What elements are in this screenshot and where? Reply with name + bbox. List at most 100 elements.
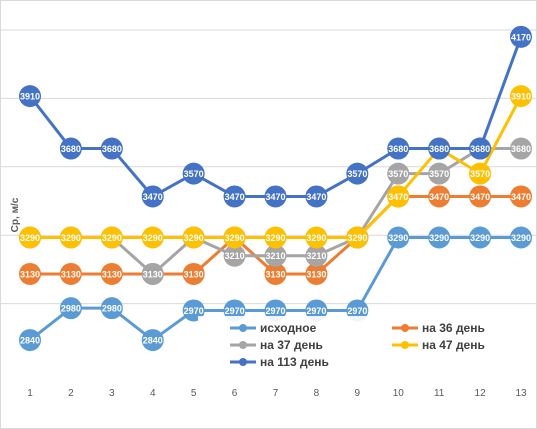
- data-point: [59, 297, 82, 320]
- x-tick-label: 6: [232, 388, 238, 399]
- data-label: 3290: [20, 233, 40, 243]
- data-point: [346, 299, 369, 322]
- data-label: 3470: [388, 192, 408, 202]
- data-label: 3470: [143, 192, 163, 202]
- x-tick-label: 1: [27, 388, 33, 399]
- data-point: [305, 244, 328, 267]
- data-label: 2840: [20, 336, 40, 346]
- data-label: 3130: [20, 269, 40, 279]
- data-label: 3470: [265, 192, 285, 202]
- x-tick-label: 9: [355, 388, 361, 399]
- data-label: 3290: [347, 233, 367, 243]
- data-label: 2970: [265, 306, 285, 316]
- data-point: [346, 226, 369, 249]
- data-point: [59, 226, 82, 249]
- data-label: 3290: [61, 233, 81, 243]
- legend-label: на 37 день: [260, 338, 323, 352]
- data-label: 3570: [470, 169, 490, 179]
- x-tick-label: 3: [109, 388, 115, 399]
- legend-swatch-marker: [401, 341, 409, 349]
- data-point: [305, 262, 328, 285]
- legend: исходное на 36 день на 37 день на 47 день на…: [198, 316, 523, 372]
- data-point: [223, 299, 246, 322]
- data-label: 4170: [511, 32, 531, 42]
- data-label: 2840: [143, 336, 163, 346]
- data-label: 3290: [470, 233, 490, 243]
- data-label: 3290: [388, 233, 408, 243]
- data-point: [510, 85, 532, 108]
- data-point: [19, 226, 41, 249]
- data-point: [141, 262, 164, 285]
- data-point: [141, 329, 164, 352]
- data-point: [19, 262, 41, 285]
- data-label: 3570: [429, 169, 449, 179]
- legend-swatch-marker: [239, 358, 247, 366]
- data-point: [223, 185, 246, 208]
- data-label: 2970: [184, 306, 204, 316]
- data-label: 3290: [265, 233, 285, 243]
- data-label: 3290: [102, 233, 122, 243]
- series-layer: 2840 2980 2980 2840 2970 2970 2970 2970 2970 3290…: [19, 25, 532, 352]
- x-tick-label: 2: [68, 388, 74, 399]
- data-label: 3680: [102, 144, 122, 154]
- data-label: 3130: [143, 269, 163, 279]
- legend-item: исходное: [230, 321, 317, 335]
- data-label: 3680: [470, 144, 490, 154]
- data-point: [100, 297, 123, 320]
- data-point: [469, 162, 492, 185]
- x-tick-label: 7: [273, 388, 279, 399]
- legend-label: исходное: [260, 321, 317, 335]
- x-tick-label: 10: [393, 388, 405, 399]
- data-point: [510, 185, 532, 208]
- data-label: 3470: [429, 192, 449, 202]
- x-axis-ticks: 1 2 3 4 5 6 7 8 9 10 11 12 13: [27, 388, 527, 399]
- legend-item: на 36 день: [392, 321, 485, 335]
- data-label: 3680: [511, 144, 531, 154]
- data-point: [469, 185, 492, 208]
- data-point: [264, 262, 287, 285]
- data-point: [305, 185, 328, 208]
- data-point: [428, 162, 451, 185]
- data-label: 2980: [61, 304, 81, 314]
- legend-label: на 36 день: [422, 321, 485, 335]
- data-point: [19, 329, 41, 352]
- data-point: [510, 226, 532, 249]
- data-label: 2970: [347, 306, 367, 316]
- data-label: 3470: [225, 192, 245, 202]
- x-tick-label: 5: [191, 388, 197, 399]
- data-label: 3680: [388, 144, 408, 154]
- data-label: 3470: [470, 192, 490, 202]
- data-point: [223, 244, 246, 267]
- data-point: [428, 185, 451, 208]
- data-label: 3210: [225, 251, 245, 261]
- legend-item: на 47 день: [392, 338, 485, 352]
- data-point: [141, 226, 164, 249]
- data-point: [182, 299, 205, 322]
- data-point: [510, 25, 532, 48]
- data-point: [387, 137, 410, 160]
- x-tick-label: 12: [475, 388, 487, 399]
- data-label: 3130: [102, 269, 122, 279]
- x-tick-label: 8: [314, 388, 320, 399]
- legend-label: на 47 день: [422, 338, 485, 352]
- x-tick-label: 13: [515, 388, 527, 399]
- data-point: [264, 185, 287, 208]
- data-point: [59, 137, 82, 160]
- data-label: 3210: [306, 251, 326, 261]
- data-label: 3290: [429, 233, 449, 243]
- data-label: 3130: [61, 269, 81, 279]
- data-point: [141, 185, 164, 208]
- data-label: 3130: [265, 269, 285, 279]
- data-point: [59, 262, 82, 285]
- x-tick-label: 11: [434, 388, 445, 399]
- data-label: 3570: [347, 169, 367, 179]
- data-point: [100, 226, 123, 249]
- data-point: [387, 185, 410, 208]
- data-point: [510, 137, 532, 160]
- data-point: [469, 226, 492, 249]
- series-исходное: 2840 2980 2980 2840 2970 2970 2970 2970 2970 3290…: [19, 226, 532, 352]
- y-axis-title: Ср, м/с: [10, 197, 21, 232]
- data-point: [469, 137, 492, 160]
- x-tick-label: 4: [150, 388, 156, 399]
- data-label: 3130: [184, 269, 204, 279]
